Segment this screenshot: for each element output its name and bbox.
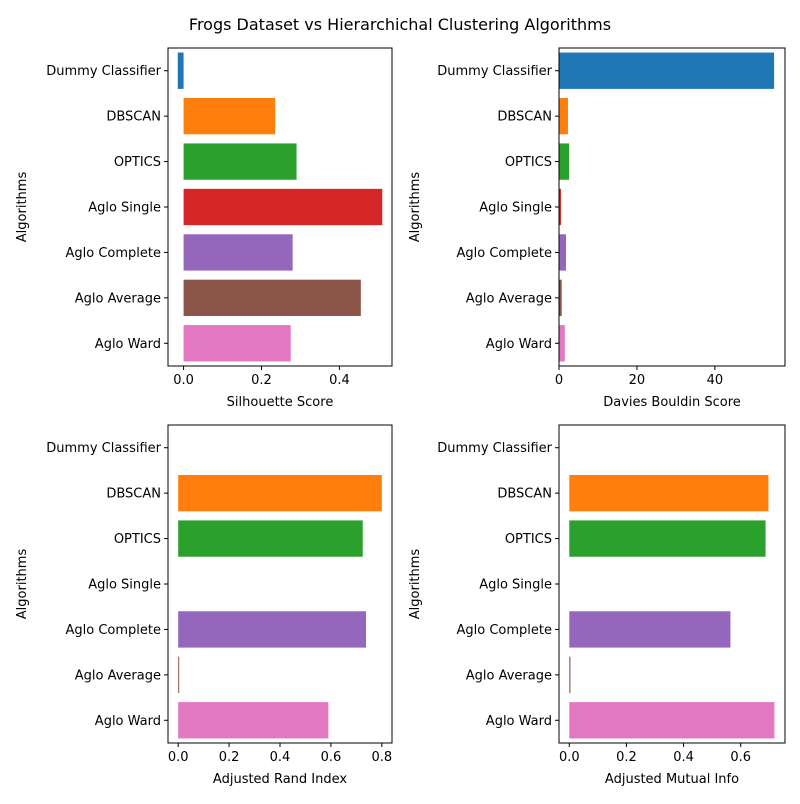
bar-aglo-complete [183,234,293,271]
bar-aglo-single [559,188,561,226]
bar-dbscan [178,474,382,512]
axes-frame [167,47,393,367]
bar-aglo-ward [178,702,329,739]
axes-frame [167,424,393,744]
subplot-4: Dummy Classifier DBSCAN OPTICS Aglo Single A… [408,424,786,787]
y-tick-label: Aglo Average [466,291,552,306]
x-tick-label: 0.6 [321,750,342,765]
y-axis-label: Algorithms [408,549,423,620]
bar-aglo-complete [178,611,367,648]
y-tick-label: Aglo Complete [457,246,553,261]
figure-title: Frogs Dataset vs Hierarchichal Clusterin… [189,15,611,34]
subplot-1: Dummy Classifier DBSCAN OPTICS Aglo Single A… [15,47,393,410]
x-tick-label: 0.4 [673,750,694,765]
x-tick-label: 40 [707,373,724,388]
axes-frame [558,424,786,744]
x-tick-label: 0.4 [270,750,291,765]
bar-aglo-average [178,656,180,694]
y-tick-label: Aglo Average [466,668,552,683]
x-tick-label: 0.0 [559,750,580,765]
y-tick-label: Aglo Ward [95,714,161,729]
subplot-2: Dummy Classifier DBSCAN OPTICS Aglo Single A… [408,47,786,410]
bar-optics [178,520,363,557]
bar-dbscan [569,474,769,512]
bar-aglo-average [183,279,361,317]
x-tick-label: 0 [555,373,563,388]
y-tick-label: Aglo Complete [66,246,162,261]
bar-aglo-ward [559,325,565,362]
y-tick-label: Aglo Ward [95,337,161,352]
y-axis-label: Algorithms [15,549,30,620]
y-tick-label: Aglo Average [75,291,161,306]
y-tick-label: Aglo Complete [66,623,162,638]
bar-dbscan [559,97,568,135]
y-tick-label: DBSCAN [106,487,161,502]
bar-dummy-classifier [559,52,775,89]
x-tick-label: 0.4 [329,373,350,388]
x-tick-label: 0.6 [730,750,751,765]
y-tick-label: Dummy Classifier [437,441,552,456]
x-axis-label: Silhouette Score [227,395,334,410]
x-tick-label: 20 [629,373,646,388]
y-tick-label: Dummy Classifier [437,64,552,79]
bar-optics [569,520,766,557]
x-axis-label: Adjusted Mutual Info [605,772,739,787]
y-axis-label: Algorithms [15,172,30,243]
x-tick-label: 0.2 [219,750,240,765]
bar-aglo-complete [569,611,731,648]
y-axis-label: Algorithms [408,172,423,243]
bar-aglo-ward [569,702,775,739]
y-tick-label: Aglo Ward [486,714,552,729]
x-tick-label: 0.0 [168,750,189,765]
bar-dbscan [183,97,276,135]
y-tick-label: Aglo Complete [457,623,553,638]
x-axis-label: Davies Bouldin Score [603,395,741,410]
y-tick-label: OPTICS [114,155,161,170]
bar-aglo-average [569,656,571,694]
y-tick-label: Dummy Classifier [46,441,161,456]
y-tick-label: OPTICS [505,155,552,170]
x-tick-label: 0.2 [616,750,637,765]
y-tick-label: DBSCAN [497,110,552,125]
y-tick-label: Aglo Single [88,578,161,593]
bar-dummy-classifier [177,52,184,89]
y-tick-label: Dummy Classifier [46,64,161,79]
bar-aglo-ward [183,325,291,362]
y-tick-label: DBSCAN [106,110,161,125]
y-tick-label: Aglo Single [479,578,552,593]
bar-aglo-complete [559,234,567,271]
y-tick-label: Aglo Ward [486,337,552,352]
subplot-3: Dummy Classifier DBSCAN OPTICS Aglo Single A… [15,424,393,787]
y-tick-label: DBSCAN [497,487,552,502]
x-axis-label: Adjusted Rand Index [213,772,347,787]
bar-aglo-single [183,188,383,226]
axes-frame [558,47,786,367]
y-tick-label: OPTICS [505,532,552,547]
x-tick-label: 0.0 [173,373,194,388]
y-tick-label: Aglo Single [88,201,161,216]
y-tick-label: Aglo Single [479,201,552,216]
bar-optics [559,143,570,180]
bar-aglo-average [559,279,562,317]
x-tick-label: 0.8 [371,750,392,765]
x-tick-label: 0.2 [251,373,272,388]
bar-optics [183,143,297,180]
y-tick-label: Aglo Average [75,668,161,683]
y-tick-label: OPTICS [114,532,161,547]
